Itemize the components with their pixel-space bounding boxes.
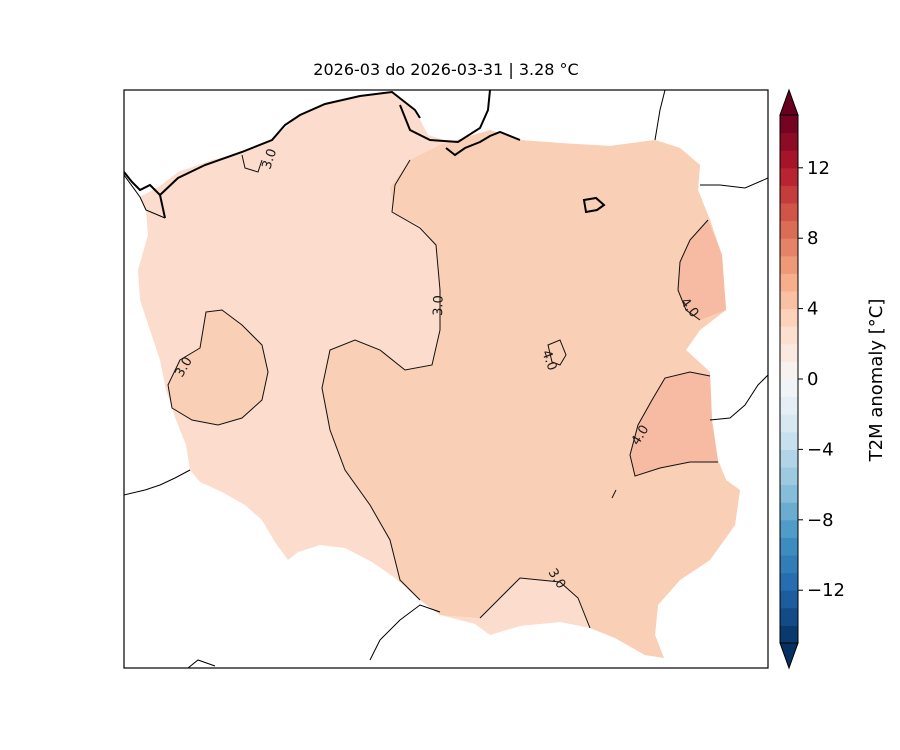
contour-label: 4.0 bbox=[538, 348, 559, 373]
country-borders bbox=[124, 90, 768, 668]
contour-lines bbox=[167, 154, 718, 629]
colorbar-segment bbox=[780, 449, 798, 468]
colorbar-tick-label: −8 bbox=[807, 510, 834, 531]
colorbar-segment bbox=[780, 414, 798, 433]
colorbar-segment bbox=[780, 291, 798, 310]
colorbar-segment bbox=[780, 379, 798, 398]
colorbar-extend-min bbox=[779, 642, 799, 670]
anomaly-zone-5-northeast bbox=[678, 220, 726, 320]
colorbar-segment bbox=[780, 255, 798, 274]
colorbar-extend-max bbox=[779, 88, 799, 116]
colorbar-segment bbox=[780, 396, 798, 415]
colorbar-segment bbox=[780, 590, 798, 609]
colorbar-segment bbox=[780, 467, 798, 486]
colorbar-label: T2M anomaly [°C] bbox=[866, 299, 887, 463]
contour-label: 3.0 bbox=[431, 295, 447, 316]
colorbar-tick-label: 12 bbox=[807, 158, 830, 179]
colorbar-segment bbox=[780, 502, 798, 521]
colorbar-segment bbox=[780, 361, 798, 380]
colorbar-segment bbox=[780, 132, 798, 151]
map-title: 2026-03 do 2026-03-31 | 3.28 °C bbox=[313, 60, 579, 79]
colorbar-segment bbox=[780, 150, 798, 169]
colorbar-segment bbox=[780, 308, 798, 327]
anomaly-zone-4-west bbox=[168, 310, 268, 425]
colorbar-segment bbox=[780, 625, 798, 644]
colorbar-segment bbox=[780, 238, 798, 257]
colorbar-segment bbox=[780, 185, 798, 204]
anomaly-zone-4-east bbox=[322, 130, 740, 658]
colorbar-tick-label: 8 bbox=[807, 228, 818, 249]
colorbar-segment bbox=[780, 273, 798, 292]
coastline bbox=[124, 90, 606, 219]
map-frame bbox=[123, 89, 769, 669]
colorbar bbox=[779, 88, 799, 670]
colorbar-segment bbox=[780, 484, 798, 503]
colorbar-tick-label: 0 bbox=[807, 369, 818, 390]
contour-label: 3.0 bbox=[260, 147, 281, 171]
colorbar-segment bbox=[780, 607, 798, 626]
colorbar-segment bbox=[780, 431, 798, 450]
colorbar-ticks: 12 8 4 0 −4 −8 −12 bbox=[798, 158, 845, 601]
colorbar-segment bbox=[780, 115, 798, 134]
colorbar-segment bbox=[780, 220, 798, 239]
colorbar-segment bbox=[780, 572, 798, 591]
colorbar-segment bbox=[780, 555, 798, 574]
colorbar-tick-label: −12 bbox=[807, 580, 845, 601]
colorbar-segment bbox=[780, 343, 798, 362]
colorbar-segment bbox=[780, 167, 798, 186]
colorbar-segment bbox=[780, 519, 798, 538]
colorbar-segment bbox=[780, 537, 798, 556]
anomaly-zone-5-east bbox=[630, 372, 718, 476]
colorbar-tick-label: 4 bbox=[807, 299, 818, 320]
map-area: 3.0 3.0 3.0 3.0 4.0 4.0 4.0 bbox=[124, 90, 768, 668]
contour-label-group: 3.0 3.0 3.0 3.0 4.0 4.0 4.0 bbox=[172, 147, 701, 592]
colorbar-segment bbox=[780, 203, 798, 222]
colorbar-tick-label: −4 bbox=[807, 439, 834, 460]
colorbar-segment bbox=[780, 326, 798, 345]
